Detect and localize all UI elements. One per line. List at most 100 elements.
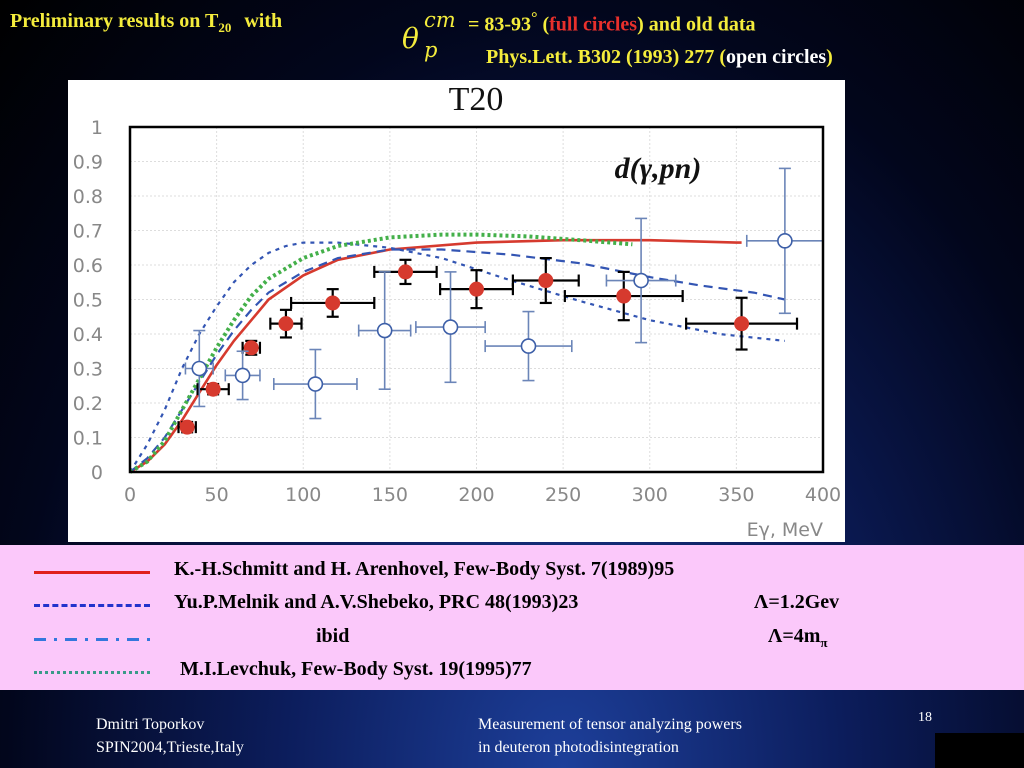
x-tick-label: 50 (205, 484, 229, 506)
full-circle-point (511, 257, 580, 305)
full-circle-marker (325, 295, 341, 311)
y-tick-label: 0.5 (73, 290, 103, 312)
legend-lambda-2: Λ=1.2Gev (754, 591, 840, 613)
reaction-annotation: d(γ,pn) (615, 152, 702, 185)
footer-right: Measurement of tensor analyzing powers i… (478, 713, 742, 759)
open-circle-point (357, 271, 412, 391)
open-circle-marker (376, 322, 393, 339)
open-circle-point (745, 167, 824, 315)
footer-title-line2: in deuteron photodisintegration (478, 739, 679, 756)
t20-chart: 0 50 100 150 200 250 300 350 400 0 0.1 0.2 0.3 0.4 0.5… (73, 81, 841, 541)
legend-line-dotted (34, 671, 150, 674)
full-circle-point (241, 339, 262, 356)
x-tick-label: 0 (124, 484, 136, 506)
chart-title: T20 (449, 81, 504, 118)
full-circle-point (290, 288, 376, 318)
header-line2: Phys.Lett. B302 (1993) 277 (open circles… (486, 46, 833, 69)
open-circle-marker (191, 360, 208, 377)
full-circle-marker (179, 419, 195, 435)
legend-text-4: M.I.Levchuk, Few-Body Syst. 19(1995)77 (180, 658, 532, 680)
legend-line-solid (34, 571, 150, 574)
full-circle-marker (243, 340, 259, 356)
x-tick-label: 350 (718, 484, 754, 506)
y-tick-label: 1 (91, 117, 103, 139)
legend-panel: K.-H.Schmitt and H. Arenhovel, Few-Body … (0, 545, 1024, 690)
x-axis-label: Eγ, MeV (747, 519, 823, 541)
legend-text-3: ibid (316, 625, 350, 647)
theta-symbol: θ (402, 22, 419, 55)
page-number: 18 (918, 710, 932, 725)
open-circles-label: open circles (726, 46, 827, 68)
open-circle-point (184, 329, 214, 408)
y-tick-label: 0.6 (73, 255, 103, 277)
full-circle-marker (616, 288, 632, 304)
full-circle-marker (734, 316, 750, 332)
reference-text: Phys.Lett. B302 (1993) 277 (486, 46, 715, 68)
paren-open-2: ( (719, 46, 726, 68)
open-circle-marker (307, 376, 324, 392)
full-circle-marker (538, 273, 554, 289)
legend-text-1: K.-H.Schmitt and H. Arenhovel, Few-Body … (174, 558, 675, 580)
header-title: Preliminary results on T (10, 10, 219, 32)
full-circles-label: full circles (549, 13, 638, 36)
full-circle-marker (278, 316, 294, 332)
open-circle-marker (234, 367, 251, 384)
open-circle-marker (520, 338, 537, 354)
open-circle-marker (633, 272, 649, 289)
plot-frame (128, 125, 825, 474)
data-points (177, 167, 824, 435)
full-circle-point (563, 270, 684, 322)
x-tick-label: 400 (805, 484, 841, 506)
header-with: with (244, 10, 283, 32)
y-tick-label: 0.2 (73, 393, 103, 415)
legend-lambda-3-value: Λ=4m (768, 625, 821, 647)
footer-author: Dmitri Toporkov (96, 716, 205, 733)
open-circle-point (224, 350, 261, 401)
chart-panel: 0 50 100 150 200 250 300 350 400 0 0.1 0.2 0.3 0.4 0.5… (68, 80, 845, 542)
open-circle-point (605, 217, 677, 344)
legend-lambda-3: Λ=4mπ (768, 625, 828, 651)
y-tick-label: 0.1 (73, 428, 103, 450)
full-circle-marker (205, 381, 221, 397)
header-angle-text: = 83-93° (full circles) and old data (468, 10, 755, 37)
legend-line-dashdot (34, 638, 150, 641)
x-tick-label: 100 (285, 484, 321, 506)
theory-curves (128, 232, 786, 474)
tick-labels: 0 50 100 150 200 250 300 350 400 0 0.1 0.2 0.3 0.4 0.5… (73, 117, 841, 506)
x-tick-label: 300 (632, 484, 668, 506)
x-tick-label: 200 (458, 484, 494, 506)
and-old-data: and old data (648, 13, 756, 36)
full-circle-point (269, 308, 303, 339)
open-circle-marker (777, 233, 793, 249)
header-title-subscript: 20 (218, 20, 232, 35)
open-circle-point (272, 348, 358, 420)
open-circle-point (415, 271, 486, 384)
paren-close: ) (637, 13, 644, 36)
theta-subscript: p (424, 38, 438, 62)
legend-lambda-3-sub: π (820, 635, 828, 650)
angle-range: = 83-93 (468, 13, 532, 36)
paren-close-2: ) (826, 46, 833, 68)
degree-symbol: ° (531, 10, 538, 27)
full-circle-marker (397, 264, 413, 280)
y-tick-label: 0.7 (73, 221, 103, 243)
y-tick-label: 0.3 (73, 359, 103, 381)
footer-title-line1: Measurement of tensor analyzing powers (478, 716, 742, 733)
header-line1: Preliminary results on T20 with (10, 10, 282, 36)
full-circle-marker (469, 281, 484, 297)
theory-curve-dash-dot (129, 241, 786, 473)
y-tick-label: 0.4 (73, 324, 103, 346)
full-circle-point (685, 296, 799, 351)
x-tick-label: 150 (372, 484, 408, 506)
footer-left: Dmitri Toporkov SPIN2004,Trieste,Italy (96, 713, 244, 759)
full-circle-point (177, 419, 197, 435)
y-tick-label: 0.8 (73, 186, 103, 208)
full-circle-point (196, 381, 230, 397)
y-tick-label: 0 (91, 462, 103, 484)
legend-line-dashed (34, 604, 150, 607)
theta-superscript: cm (424, 8, 456, 32)
paren-open: ( (542, 13, 550, 36)
theory-curve-long-dash (129, 248, 786, 473)
y-tick-label: 0.9 (73, 152, 103, 174)
open-circle-marker (442, 319, 459, 335)
